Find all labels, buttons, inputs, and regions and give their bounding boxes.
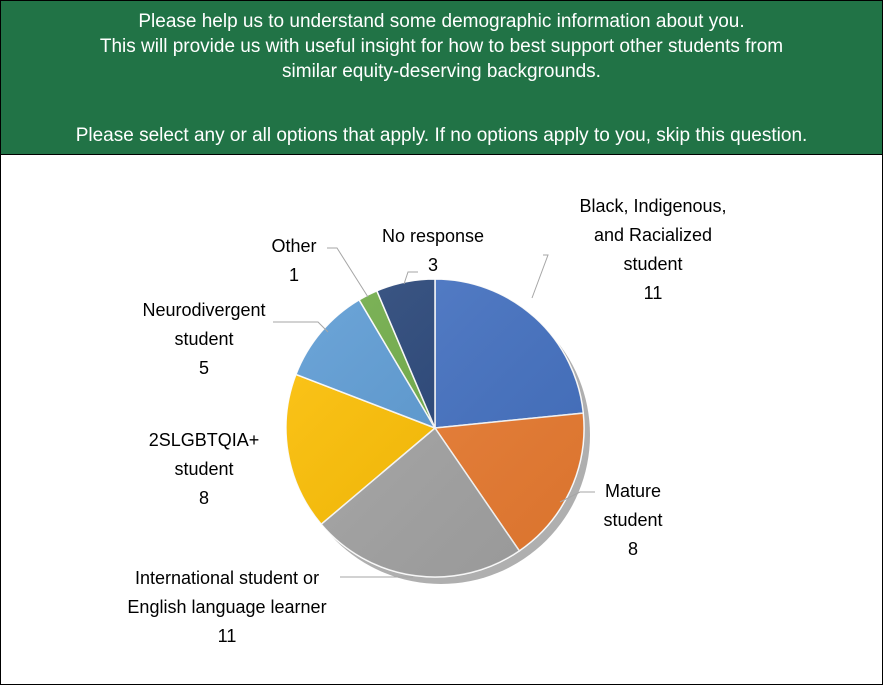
data-label-value-6: 3 — [428, 255, 438, 275]
data-label-value-4: 5 — [199, 358, 209, 378]
question-header: Please help us to understand some demogr… — [1, 1, 882, 155]
data-label-text-5: Other — [271, 236, 316, 256]
leader-line-0 — [531, 254, 549, 299]
data-label-text-3: 2SLGBTQIA+ — [149, 430, 260, 450]
data-label-text-0: and Racialized — [594, 225, 712, 245]
data-label-value-2: 11 — [218, 626, 237, 646]
leader-line-1 — [559, 491, 595, 503]
data-label-text-2: International student or — [135, 568, 319, 588]
data-label-text-4: Neurodivergent — [142, 300, 265, 320]
pie-slice-0 — [434, 278, 585, 429]
data-label-value-1: 8 — [628, 539, 638, 559]
leader-line-6 — [403, 271, 418, 285]
data-label-text-1: Mature — [605, 481, 661, 501]
data-label-text-4: student — [174, 329, 233, 349]
data-label-text-6: No response — [382, 226, 484, 246]
data-label-value-0: 11 — [644, 283, 663, 303]
data-label-text-2: English language learner — [127, 597, 326, 617]
data-label-text-0: student — [623, 254, 682, 274]
header-line-2: This will provide us with useful insight… — [99, 36, 784, 57]
data-label-value-3: 8 — [199, 488, 209, 508]
leader-line-5 — [327, 247, 369, 298]
header-line-3: similar equity-deserving backgrounds. — [282, 61, 601, 82]
data-label-text-1: student — [603, 510, 662, 530]
data-label-text-0: Black, Indigenous, — [579, 196, 726, 216]
data-label-text-3: student — [174, 459, 233, 479]
header-line-4: Please select any or all options that ap… — [75, 125, 808, 146]
header-line-1: Please help us to understand some demogr… — [138, 11, 745, 32]
leader-line-4 — [273, 321, 329, 333]
data-label-value-5: 1 — [289, 265, 299, 285]
